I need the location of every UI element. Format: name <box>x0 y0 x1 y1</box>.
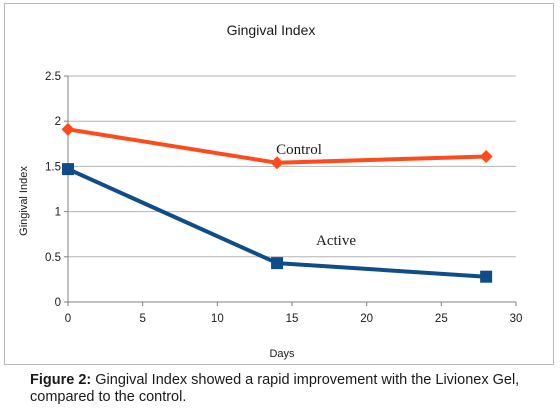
figure-frame <box>4 3 554 365</box>
y-tick-label: 0.5 <box>45 252 61 264</box>
y-tick-label: 1 <box>55 207 61 219</box>
gridlines <box>68 75 516 258</box>
x-tick-label: 5 <box>139 313 145 325</box>
data-point-control <box>270 156 284 170</box>
x-tick-label: 20 <box>360 313 373 325</box>
y-tick-label: 1.5 <box>45 161 61 173</box>
figure-caption: Figure 2: Gingival Index showed a rapid … <box>30 372 545 406</box>
x-tick-label: 30 <box>510 313 523 325</box>
series <box>61 122 493 283</box>
tick-labels: 0 0.5 1 1.5 2 2.5 0 5 10 15 20 25 30 <box>45 71 522 325</box>
caption-text: Gingival Index showed a rapid improvemen… <box>30 372 520 405</box>
data-point-control <box>61 122 75 136</box>
caption-label: Figure 2: <box>30 372 92 388</box>
chart-title: Gingival Index <box>227 22 316 38</box>
data-point-active <box>271 257 284 270</box>
y-tick-label: 2.5 <box>45 71 61 83</box>
data-point-active <box>62 163 74 176</box>
y-tick-label: 0 <box>55 297 61 309</box>
data-point-active <box>480 270 493 283</box>
series-label-control: Control <box>276 142 322 158</box>
y-tick-label: 2 <box>55 116 61 128</box>
x-tick-label: 15 <box>286 313 299 325</box>
x-axis-label: Days <box>269 348 295 360</box>
x-tick-label: 10 <box>211 313 224 325</box>
x-tick-label: 25 <box>435 313 448 325</box>
x-tick-label: 0 <box>65 313 71 325</box>
line-chart: 00.511.522.50 5 10 15 20 25 30 Gingival Index … <box>18 22 522 360</box>
data-point-control <box>479 149 493 163</box>
y-axis-label: Gingival Index <box>18 166 30 236</box>
series-label-active: Active <box>316 233 356 249</box>
axes <box>64 75 517 306</box>
